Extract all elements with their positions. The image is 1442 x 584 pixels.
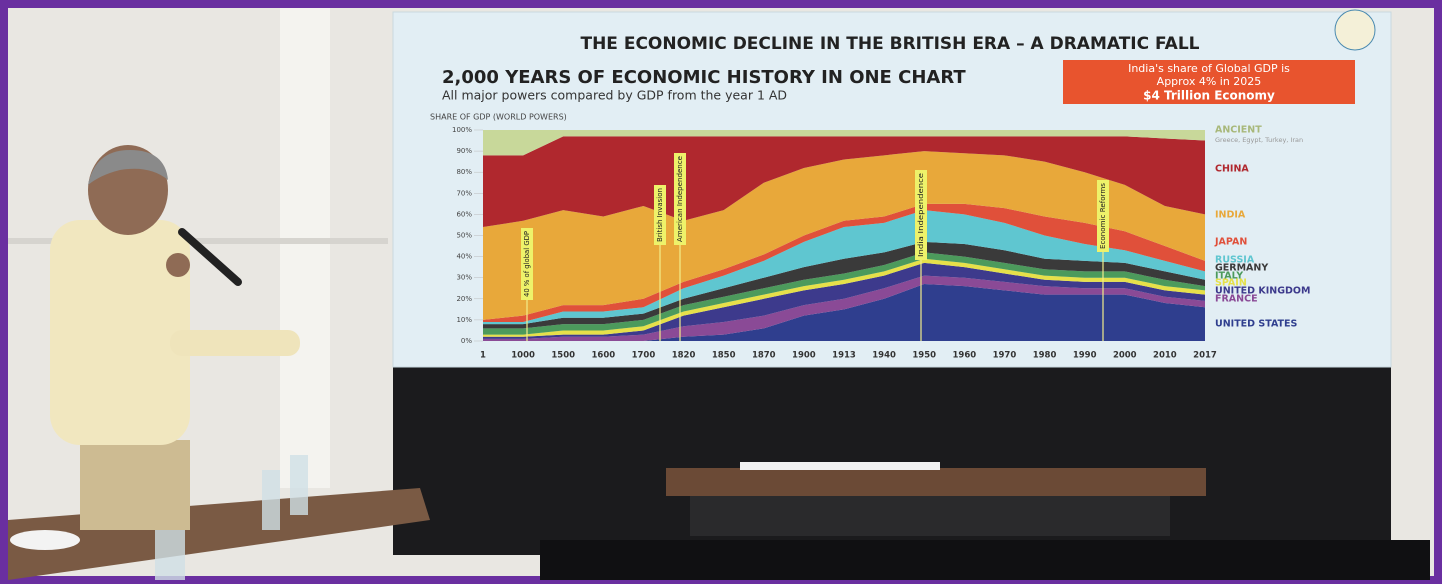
x-tick-label: 1600 bbox=[591, 351, 615, 361]
person-legs bbox=[80, 440, 190, 530]
legend-label: FRANCE bbox=[1215, 294, 1258, 305]
y-tick-label: 60% bbox=[456, 210, 472, 218]
area bbox=[483, 151, 1205, 320]
area bbox=[483, 262, 1205, 339]
area bbox=[483, 241, 1205, 329]
x-tick-label: 1960 bbox=[952, 351, 976, 361]
annotation-label: British Invasion bbox=[656, 188, 664, 242]
x-tick-label: 1913 bbox=[832, 351, 856, 361]
legend-label: UNITED STATES bbox=[1215, 319, 1298, 330]
annotation-box bbox=[521, 228, 533, 300]
y-tick-label: 80% bbox=[456, 168, 472, 176]
desk bbox=[8, 488, 430, 580]
y-tick-label: 30% bbox=[456, 274, 472, 282]
area bbox=[483, 210, 1205, 325]
bottle bbox=[290, 455, 308, 515]
x-tick-label: 1950 bbox=[912, 351, 936, 361]
pillar bbox=[280, 8, 330, 488]
x-tick-label: 1970 bbox=[993, 351, 1017, 361]
podium-legs bbox=[690, 496, 1170, 536]
person-arm bbox=[170, 330, 300, 356]
bottle bbox=[262, 470, 280, 530]
area bbox=[483, 203, 1205, 323]
papers bbox=[740, 462, 940, 470]
x-tick-label: 1000 bbox=[511, 351, 535, 361]
y-axis-label: SHARE OF GDP (WORLD POWERS) bbox=[430, 113, 567, 122]
legend-label: GERMANY bbox=[1215, 263, 1268, 274]
y-tick-label: 10% bbox=[456, 316, 472, 324]
bottle bbox=[155, 525, 185, 580]
monitor bbox=[540, 540, 1430, 580]
y-tick-label: 40% bbox=[456, 253, 472, 261]
legend-label: SPAIN bbox=[1215, 278, 1247, 289]
annotation-box bbox=[915, 170, 927, 260]
y-tick-label: 0% bbox=[461, 337, 472, 345]
legend-label: ITALY bbox=[1215, 271, 1243, 282]
legend-label: UNITED KINGDOM bbox=[1215, 286, 1310, 297]
legend-label: CHINA bbox=[1215, 164, 1249, 175]
x-tick-label: 1700 bbox=[632, 351, 656, 361]
person-body bbox=[50, 220, 190, 445]
callout-line: $4 Trillion Economy bbox=[1143, 89, 1275, 103]
x-tick-label: 1980 bbox=[1033, 351, 1057, 361]
annotation-label: American Independence bbox=[676, 156, 684, 242]
microphone bbox=[178, 228, 242, 286]
legend-label: ANCIENT bbox=[1215, 125, 1262, 136]
y-tick-label: 100% bbox=[452, 126, 472, 134]
annotation-box bbox=[654, 185, 666, 245]
area bbox=[483, 130, 1205, 156]
chart-subtitle: 2,000 YEARS OF ECONOMIC HISTORY IN ONE C… bbox=[442, 67, 966, 88]
chart-caption: All major powers compared by GDP from th… bbox=[442, 88, 787, 103]
x-tick-label: 2000 bbox=[1113, 351, 1137, 361]
podium-table bbox=[666, 468, 1206, 496]
x-tick-label: 1500 bbox=[551, 351, 575, 361]
area bbox=[483, 284, 1205, 341]
x-tick-label: 1900 bbox=[792, 351, 816, 361]
x-tick-label: 1850 bbox=[712, 351, 736, 361]
annotation-label: 40 % of global GDP bbox=[523, 231, 531, 297]
x-tick-label: 1870 bbox=[752, 351, 776, 361]
legend-note: Greece, Egypt, Turkey, Iran bbox=[1215, 136, 1303, 144]
x-tick-label: 2010 bbox=[1153, 351, 1177, 361]
logo bbox=[1334, 9, 1376, 51]
annotation-box bbox=[1097, 180, 1109, 252]
x-tick-label: 1990 bbox=[1073, 351, 1097, 361]
legend-label: RUSSIA bbox=[1215, 255, 1255, 266]
slide-title: THE ECONOMIC DECLINE IN THE BRITISH ERA … bbox=[580, 34, 1199, 54]
y-tick-label: 70% bbox=[456, 189, 472, 197]
cup bbox=[10, 530, 80, 550]
x-tick-label: 1 bbox=[480, 351, 486, 361]
callout-box bbox=[1063, 60, 1355, 104]
callout-line: Approx 4% in 2025 bbox=[1157, 75, 1262, 88]
x-tick-label: 2017 bbox=[1193, 351, 1217, 361]
annotation-label: Economic Reforms bbox=[1099, 183, 1107, 249]
x-tick-label: 1820 bbox=[672, 351, 696, 361]
area bbox=[483, 275, 1205, 341]
annotation-label: India Independence bbox=[917, 173, 925, 257]
callout-line: India's share of Global GDP is bbox=[1128, 62, 1290, 75]
person-hand bbox=[166, 253, 190, 277]
chart: 0% 10% 20% 30% 40% 50% 60% 70% 80% 90% 100% 1 1000 15… bbox=[452, 125, 1310, 361]
person-hair bbox=[88, 150, 168, 185]
x-tick-label: 1940 bbox=[872, 351, 896, 361]
y-tick-label: 90% bbox=[456, 147, 472, 155]
legend-label: JAPAN bbox=[1214, 237, 1247, 248]
annotation-box bbox=[674, 153, 686, 245]
legend-label: INDIA bbox=[1215, 210, 1246, 221]
area bbox=[483, 252, 1205, 335]
y-tick-label: 50% bbox=[456, 232, 472, 240]
y-tick-label: 20% bbox=[456, 295, 472, 303]
